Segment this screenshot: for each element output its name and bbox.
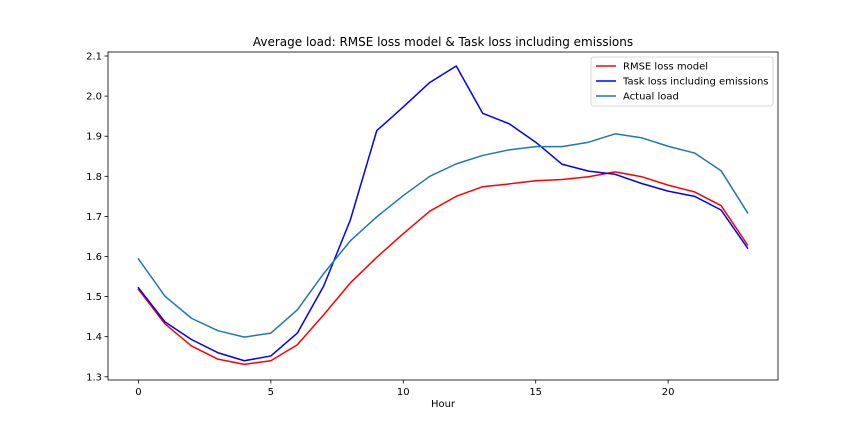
y-tick-label: 1.5 — [86, 292, 102, 303]
x-axis-label: Hour — [431, 399, 456, 410]
y-tick-label: 1.4 — [86, 332, 102, 343]
y-tick-label: 1.9 — [86, 132, 102, 143]
x-tick-label: 5 — [268, 387, 274, 398]
y-axis: 1.3 1.4 1.5 1.6 1.7 1.8 1.9 2.0 2.1 — [86, 52, 108, 383]
legend: RMSE loss model Task loss including emiss… — [590, 56, 774, 107]
y-tick-label: 2.1 — [86, 52, 102, 63]
x-tick-label: 20 — [662, 387, 675, 398]
x-tick-label: 10 — [397, 387, 410, 398]
plot-frame — [107, 51, 779, 381]
x-tick-label: 15 — [529, 387, 542, 398]
series-line-0 — [137, 171, 749, 366]
y-tick-label: 1.6 — [86, 252, 102, 263]
series-line-2 — [137, 133, 749, 338]
legend-label-0: RMSE loss model — [623, 62, 708, 73]
x-tick-label: 0 — [135, 387, 141, 398]
y-tick-label: 1.8 — [86, 172, 102, 183]
legend-label-2: Actual load — [623, 92, 679, 103]
chart-title: Average load: RMSE loss model & Task los… — [253, 35, 633, 49]
legend-label-1: Task loss including emissions — [622, 77, 769, 88]
y-tick-label: 2.0 — [86, 92, 102, 103]
y-tick-label: 1.3 — [86, 372, 102, 383]
series-line-1 — [137, 65, 749, 362]
legend-box — [590, 56, 774, 107]
x-axis: 0 5 10 15 20 — [135, 380, 674, 398]
plot-area — [137, 65, 749, 366]
y-tick-label: 1.7 — [86, 212, 102, 223]
